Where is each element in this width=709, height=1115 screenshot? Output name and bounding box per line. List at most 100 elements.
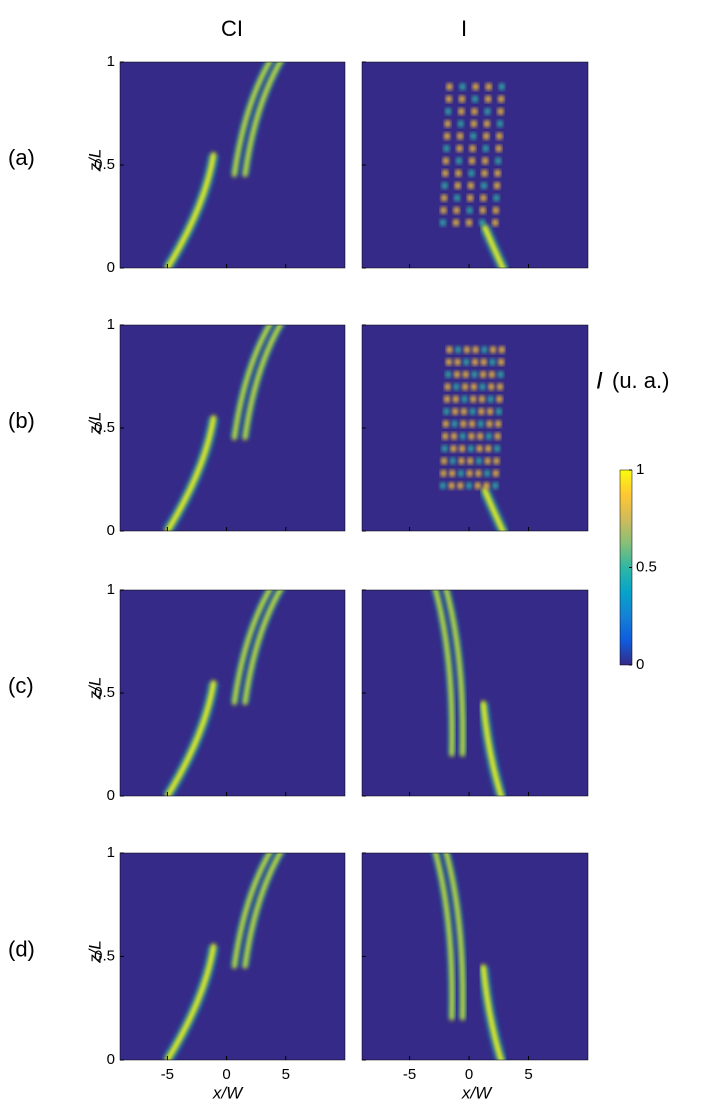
fringe: [480, 182, 487, 190]
column-title: I: [461, 16, 467, 41]
fringe: [457, 132, 464, 140]
fringe: [492, 206, 499, 214]
fringe: [452, 408, 459, 416]
fringe: [498, 346, 505, 354]
fringe: [492, 469, 499, 477]
fringe: [482, 145, 489, 153]
beam: [232, 590, 272, 706]
fringe: [466, 206, 473, 214]
fringe: [445, 370, 452, 378]
beam: [480, 964, 504, 1060]
fringe: [482, 157, 489, 165]
y-tick-label: 0: [107, 787, 115, 804]
intensity-map: [439, 325, 509, 531]
x-tick-label: 5: [282, 1066, 290, 1083]
fringe: [485, 95, 492, 103]
fringe: [477, 420, 484, 428]
fringe: [466, 219, 473, 227]
fringe: [493, 194, 500, 202]
beam: [482, 224, 506, 268]
fringe: [496, 383, 503, 391]
intensity-map: [162, 853, 285, 1060]
column-title: CI: [221, 16, 243, 41]
fringe: [496, 395, 503, 403]
colorbar-tick-label: 0: [636, 656, 644, 673]
fringe: [439, 219, 446, 227]
fringe: [490, 346, 497, 354]
fringe: [483, 482, 490, 490]
y-tick-label: 0.5: [94, 684, 115, 701]
fringe: [492, 482, 499, 490]
x-axis-label: x/W: [212, 1083, 244, 1102]
beam: [480, 700, 504, 796]
x-tick-label: 5: [524, 1066, 532, 1083]
beam: [433, 590, 454, 757]
beam: [444, 853, 465, 1021]
fringe: [485, 445, 492, 453]
fringe: [449, 457, 456, 465]
fringe: [498, 83, 505, 91]
fringe: [497, 370, 504, 378]
fringe: [457, 482, 464, 490]
fringe: [467, 194, 474, 202]
fringe: [478, 395, 485, 403]
fringe: [479, 206, 486, 214]
y-tick-label: 0.5: [94, 419, 115, 436]
fringe: [494, 445, 501, 453]
fringe: [469, 420, 476, 428]
fringe: [445, 358, 452, 366]
fringe: [468, 432, 475, 440]
fringe: [444, 132, 451, 140]
fringe: [476, 445, 483, 453]
colorbar-tick-label: 0.5: [636, 558, 657, 575]
fringe: [458, 457, 465, 465]
fringe: [453, 383, 460, 391]
beam: [444, 590, 465, 757]
fringe: [453, 206, 460, 214]
fringe: [439, 482, 446, 490]
fringe: [441, 182, 448, 190]
fringe: [458, 95, 465, 103]
fringe: [455, 169, 462, 177]
y-axis-label: z/L: [85, 677, 104, 701]
fringe: [455, 346, 462, 354]
fringe: [446, 83, 453, 91]
x-tick-label: 0: [465, 1066, 473, 1083]
fringe: [486, 420, 493, 428]
x-tick-label: 0: [222, 1066, 230, 1083]
fringe: [493, 457, 500, 465]
row-label: (a): [8, 145, 35, 170]
fringe: [470, 132, 477, 140]
fringe: [495, 157, 502, 165]
fringe: [441, 457, 448, 465]
fringe: [474, 482, 481, 490]
beam: [232, 62, 272, 178]
fringe: [459, 432, 466, 440]
y-tick-label: 1: [107, 844, 115, 861]
fringe: [480, 194, 487, 202]
y-tick-label: 0.5: [94, 156, 115, 173]
panel-background: [362, 325, 588, 531]
fringe: [452, 219, 459, 227]
y-tick-label: 1: [107, 316, 115, 333]
fringe: [442, 157, 449, 165]
beam: [243, 590, 283, 706]
fringe: [467, 445, 474, 453]
fringe: [443, 145, 450, 153]
fringe: [481, 346, 488, 354]
y-tick-label: 0.5: [94, 947, 115, 964]
fringe: [469, 408, 476, 416]
fringe: [480, 358, 487, 366]
fringe: [472, 83, 479, 91]
fringe: [456, 145, 463, 153]
fringe: [467, 182, 474, 190]
beam: [243, 325, 283, 441]
fringe: [484, 469, 491, 477]
fringe: [497, 107, 504, 115]
y-axis-label: z/L: [85, 940, 104, 964]
fringe: [461, 395, 468, 403]
y-axis-label: z/L: [85, 149, 104, 173]
fringe: [472, 358, 478, 366]
fringe: [485, 83, 492, 91]
row-label: (d): [8, 936, 35, 961]
